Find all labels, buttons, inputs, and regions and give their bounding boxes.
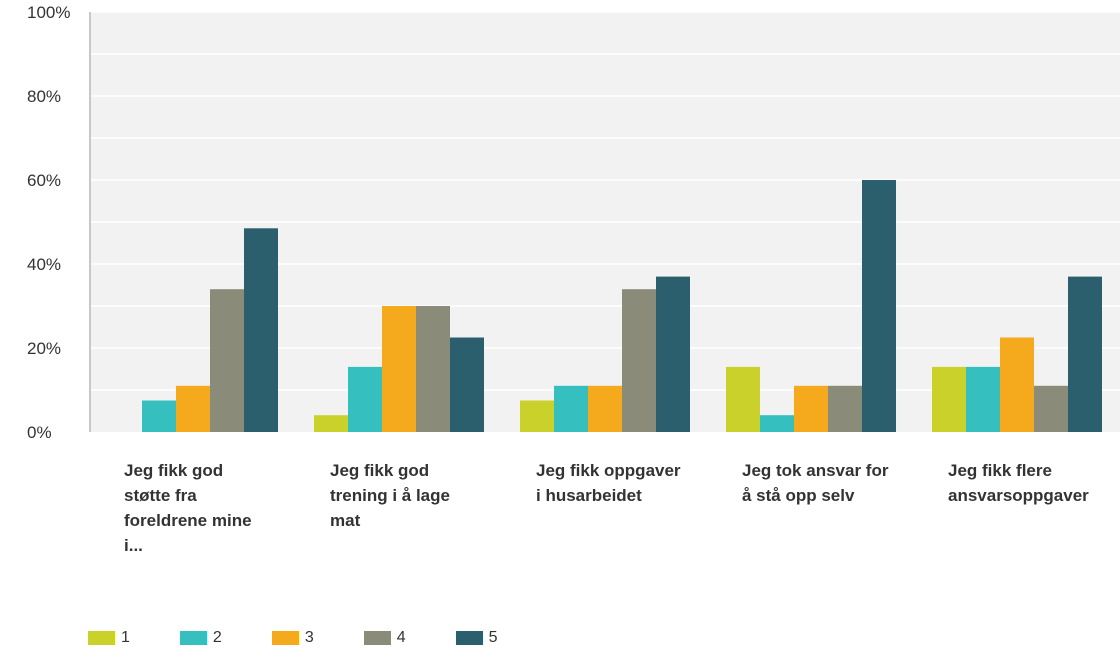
legend-item: 2 bbox=[179, 629, 222, 647]
bar bbox=[588, 385, 622, 432]
x-tick-label: Jeg tok ansvar for å stå opp selv bbox=[742, 461, 889, 505]
bar bbox=[382, 306, 416, 432]
legend-label: 2 bbox=[212, 629, 222, 646]
y-tick-label: 60% bbox=[27, 171, 61, 190]
legend-swatch bbox=[455, 631, 483, 645]
y-axis-ticks: 0% 20% 40% 60% 80% 100% bbox=[27, 3, 70, 442]
bar bbox=[210, 289, 244, 432]
bar bbox=[656, 276, 690, 432]
legend-swatch bbox=[363, 631, 391, 645]
legend-swatch bbox=[179, 631, 207, 645]
legend-label: 4 bbox=[396, 629, 406, 646]
bar bbox=[828, 385, 862, 432]
y-tick-label: 40% bbox=[27, 255, 61, 274]
y-tick-label: 0% bbox=[27, 423, 52, 442]
bar bbox=[966, 366, 1000, 432]
bar bbox=[348, 366, 382, 432]
legend: 1 2 3 4 5 bbox=[88, 628, 548, 648]
bar bbox=[622, 289, 656, 432]
bar bbox=[760, 415, 794, 432]
bar bbox=[554, 385, 588, 432]
x-tick-label: Jeg fikk oppgaver i husarbeidet bbox=[536, 461, 681, 505]
bar bbox=[794, 385, 828, 432]
bar bbox=[142, 400, 176, 432]
legend-swatch bbox=[271, 631, 299, 645]
bar bbox=[1034, 385, 1068, 432]
bar bbox=[176, 385, 210, 432]
y-tick-label: 100% bbox=[27, 3, 70, 22]
legend-swatch bbox=[88, 631, 115, 645]
bar bbox=[450, 337, 484, 432]
legend-item: 3 bbox=[271, 629, 314, 647]
bar bbox=[416, 306, 450, 432]
y-tick-label: 20% bbox=[27, 339, 61, 358]
x-tick-label: Jeg fikk flere ansvarsoppgaver bbox=[948, 461, 1089, 505]
bar bbox=[1068, 276, 1102, 432]
legend-item: 1 bbox=[88, 629, 130, 647]
x-tick-label: Jeg fikk god støtte fra foreldrene mine … bbox=[124, 461, 252, 555]
legend-label: 1 bbox=[121, 629, 130, 646]
legend-label: 5 bbox=[488, 629, 498, 646]
legend-label: 3 bbox=[304, 629, 314, 646]
bar bbox=[1000, 337, 1034, 432]
x-tick-label: Jeg fikk god trening i å lage mat bbox=[330, 461, 450, 530]
bars bbox=[142, 180, 1102, 432]
bar bbox=[244, 228, 278, 432]
bar bbox=[726, 366, 760, 432]
bar bbox=[932, 366, 966, 432]
bar bbox=[520, 400, 554, 432]
bar bbox=[862, 180, 896, 432]
legend-item: 5 bbox=[455, 629, 498, 647]
y-tick-label: 80% bbox=[27, 87, 61, 106]
legend-item: 4 bbox=[363, 629, 406, 647]
bar bbox=[314, 415, 348, 432]
